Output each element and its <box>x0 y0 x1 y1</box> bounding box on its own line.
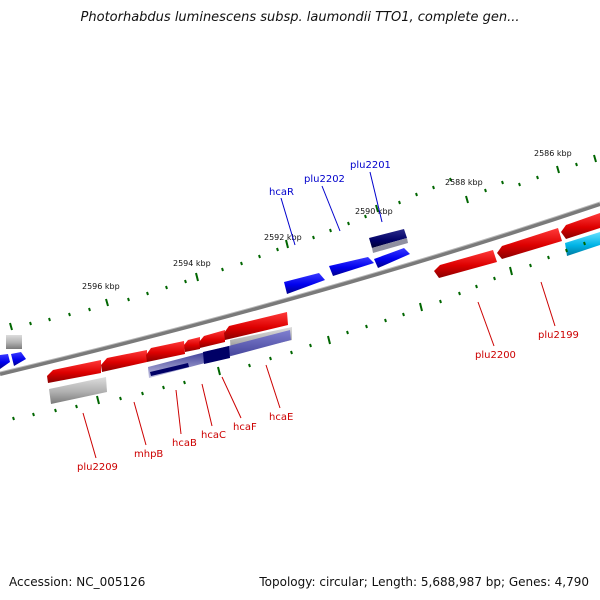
label-plu2199[interactable]: plu2199 <box>538 330 579 341</box>
gene-plu2200[interactable] <box>434 250 497 278</box>
scale-label-2596: 2596 kbp <box>82 282 120 291</box>
feature-right-cyan[interactable] <box>565 232 600 256</box>
genome-backbone <box>0 202 600 376</box>
scale-label-2586: 2586 kbp <box>534 149 572 158</box>
reverse-leaders <box>82 281 556 459</box>
label-plu2201[interactable]: plu2201 <box>350 160 391 171</box>
feature-left-gray[interactable] <box>6 335 22 349</box>
label-plu2202[interactable]: plu2202 <box>304 174 345 185</box>
gene-plu2202[interactable] <box>329 257 374 276</box>
label-hcaR[interactable]: hcaR <box>269 187 294 198</box>
genome-summary: Topology: circular; Length: 5,688,987 bp… <box>259 575 589 589</box>
scale-label-2590: 2590 kbp <box>355 207 393 216</box>
gene-hcaR[interactable] <box>284 273 325 294</box>
reverse-strand <box>47 213 600 404</box>
forward-leaders <box>280 171 383 246</box>
gene-hcaB[interactable] <box>146 341 185 362</box>
scale-label-2588: 2588 kbp <box>445 178 483 187</box>
scale-label-2594: 2594 kbp <box>173 259 211 268</box>
feature-hca-navy-2[interactable] <box>203 346 230 364</box>
feature-plu2209-gray[interactable] <box>49 377 107 404</box>
gene-plu2203[interactable] <box>374 248 410 268</box>
label-hcaB[interactable]: hcaB <box>172 438 197 449</box>
label-mhpB[interactable]: mhpB <box>134 449 163 460</box>
gene-plu2201[interactable] <box>369 229 407 248</box>
label-plu2200[interactable]: plu2200 <box>475 350 516 361</box>
gene-right-red[interactable] <box>561 213 600 239</box>
inner-tick-ring <box>12 241 586 421</box>
label-plu2209[interactable]: plu2209 <box>77 462 118 473</box>
genome-backbone-highlight <box>0 201 600 373</box>
label-hcaE[interactable]: hcaE <box>269 412 293 423</box>
gene-left-fwd-2[interactable] <box>11 352 26 366</box>
feature-hca-navy-1[interactable] <box>150 363 189 376</box>
outer-tick-ring <box>9 154 597 331</box>
gene-plu2209[interactable] <box>47 360 101 383</box>
forward-strand <box>0 229 410 369</box>
accession-label: Accession: NC_005126 <box>9 575 146 589</box>
label-hcaC[interactable]: hcaC <box>201 430 226 441</box>
gene-plu2199[interactable] <box>497 228 562 259</box>
gene-hcaC[interactable] <box>184 337 200 352</box>
label-hcaF[interactable]: hcaF <box>233 422 257 433</box>
gene-hcaE[interactable] <box>224 312 288 340</box>
gene-mhpB[interactable] <box>101 350 147 372</box>
scale-label-2592: 2592 kbp <box>264 233 302 242</box>
gene-left-fwd-1[interactable] <box>0 354 10 369</box>
gene-hcaF[interactable] <box>199 330 225 348</box>
gene-plu2201-shadow <box>372 238 408 253</box>
map-title: Photorhabdus luminescens subsp. laumondi… <box>80 10 520 25</box>
